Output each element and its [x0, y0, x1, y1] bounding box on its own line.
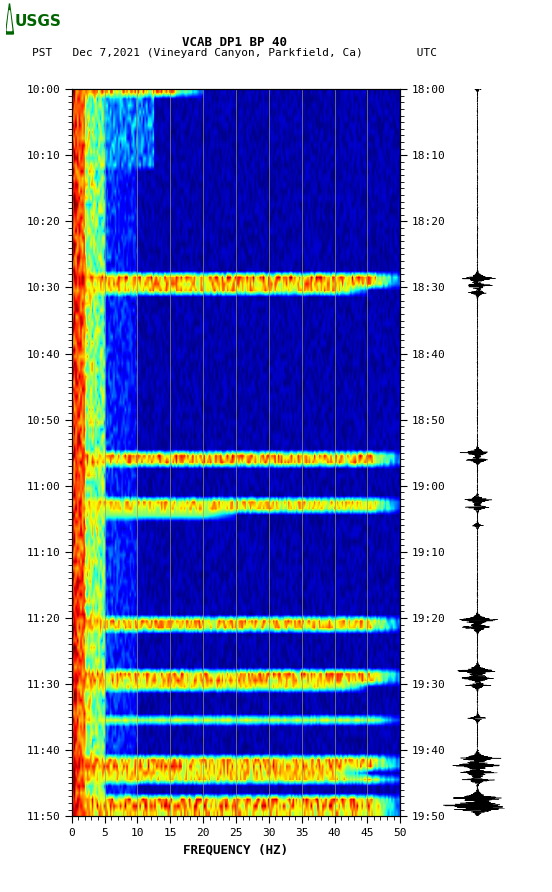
Text: USGS: USGS [15, 14, 62, 29]
Text: VCAB DP1 BP 40: VCAB DP1 BP 40 [182, 36, 287, 49]
X-axis label: FREQUENCY (HZ): FREQUENCY (HZ) [183, 844, 289, 856]
Polygon shape [7, 11, 12, 30]
Polygon shape [6, 4, 13, 34]
Text: PST   Dec 7,2021 (Vineyard Canyon, Parkfield, Ca)        UTC: PST Dec 7,2021 (Vineyard Canyon, Parkfie… [32, 48, 437, 58]
